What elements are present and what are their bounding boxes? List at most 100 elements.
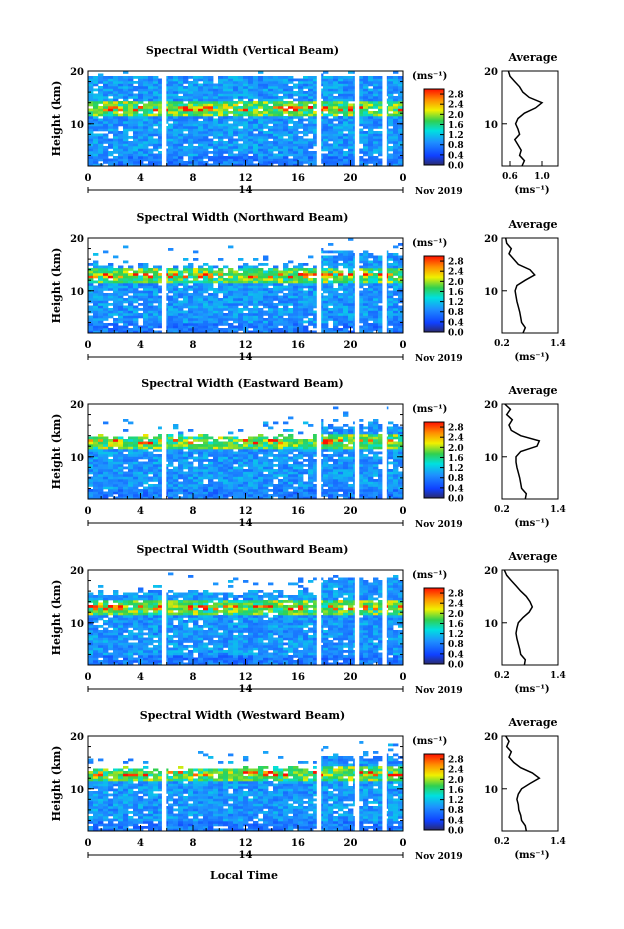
heatmap-cell — [258, 466, 264, 470]
heatmap-cell — [333, 303, 339, 306]
heatmap-cell — [343, 113, 349, 117]
heatmap-cell — [218, 310, 224, 314]
heatmap-cell — [333, 146, 339, 149]
heatmap-cell — [183, 113, 189, 117]
heatmap-cell — [243, 265, 249, 269]
heatmap-cell — [308, 88, 314, 92]
heatmap-cell — [128, 330, 134, 334]
heatmap-cell — [213, 298, 219, 301]
heatmap-cell — [168, 479, 174, 482]
heatmap-cell — [258, 141, 264, 144]
heatmap-cell — [298, 86, 304, 89]
heatmap-cell — [213, 113, 219, 117]
heatmap-cell — [378, 93, 384, 97]
heatmap-cell — [128, 113, 134, 117]
heatmap-cell — [333, 300, 339, 304]
heatmap-cell — [288, 486, 294, 490]
heatmap-cell — [173, 121, 179, 124]
heatmap-cell — [103, 268, 109, 271]
heatmap-cell — [348, 76, 354, 79]
heatmap-cell — [303, 148, 309, 152]
heatmap-cell — [368, 131, 374, 134]
heatmap-cell — [218, 280, 224, 284]
heatmap-cell — [253, 318, 259, 321]
heatmap-cell — [313, 325, 319, 329]
heatmap-cell — [203, 325, 209, 329]
heatmap-cell — [243, 486, 249, 490]
heatmap-cell — [373, 278, 379, 281]
heatmap-cell — [278, 91, 284, 94]
heatmap-cell — [128, 474, 134, 477]
heatmap-cell — [288, 86, 294, 89]
heatmap-cell — [188, 265, 194, 269]
heatmap-cell — [183, 320, 189, 324]
heatmap-cell — [283, 313, 289, 316]
heatmap-cell — [203, 96, 209, 99]
heatmap-cell — [338, 88, 344, 92]
heatmap-cell — [178, 103, 184, 107]
heatmap-cell — [93, 116, 99, 119]
heatmap-cell — [238, 303, 244, 306]
heatmap-cell — [153, 479, 159, 482]
heatmap-cell — [203, 91, 209, 94]
heatmap-cell — [253, 126, 259, 129]
heatmap-cell — [293, 496, 299, 500]
heatmap-cell — [193, 295, 199, 299]
heatmap-cell — [113, 113, 119, 117]
heatmap-cell — [393, 98, 399, 102]
heatmap-cell — [398, 315, 404, 319]
heatmap-cell — [238, 479, 244, 482]
heatmap-cell — [268, 146, 274, 149]
heatmap-cell — [263, 126, 269, 129]
heatmap-cell — [378, 161, 384, 164]
heatmap-cell — [98, 300, 104, 304]
heatmap-cell — [88, 81, 94, 84]
heatmap-cell — [183, 280, 189, 284]
heatmap-cell — [208, 138, 214, 142]
heatmap-cell — [333, 98, 339, 102]
heatmap-cell — [278, 136, 284, 139]
heatmap-cell — [258, 481, 264, 485]
heatmap-cell — [368, 123, 374, 127]
heatmap-cell — [278, 486, 284, 490]
heatmap-cell — [103, 323, 109, 326]
profile-line — [507, 70, 544, 167]
heatmap-cell — [268, 143, 274, 147]
heatmap-cell — [283, 123, 289, 127]
heatmap-cell — [188, 126, 194, 129]
heatmap-cell — [243, 471, 249, 475]
heatmap-cell — [153, 138, 159, 142]
heatmap-cell — [343, 96, 349, 99]
heatmap-cell — [328, 270, 334, 274]
heatmap-cell — [363, 263, 369, 266]
heatmap-cell — [333, 293, 339, 296]
heatmap-cell — [258, 116, 264, 119]
heatmap-cell — [398, 83, 404, 87]
heatmap-cell — [203, 83, 209, 87]
heatmap-cell — [273, 323, 279, 326]
heatmap-cell — [113, 76, 119, 79]
heatmap-cell — [273, 138, 279, 142]
heatmap-cell — [113, 138, 119, 142]
heatmap-cell — [143, 320, 149, 324]
heatmap-cell — [208, 143, 214, 147]
heatmap-cell — [233, 93, 239, 97]
heatmap-cell — [208, 325, 214, 329]
heatmap-cell — [133, 476, 139, 480]
heatmap-cell — [268, 328, 274, 331]
heatmap-cell — [293, 456, 299, 460]
heatmap-cell — [153, 295, 159, 299]
heatmap-cell — [273, 446, 279, 450]
heatmap-cell — [153, 265, 159, 269]
heatmap-cell — [228, 153, 234, 157]
heatmap-cell — [398, 123, 404, 127]
heatmap-cell — [288, 303, 294, 306]
heatmap-cell — [338, 118, 344, 122]
heatmap-cell — [188, 86, 194, 89]
heatmap-cell — [328, 76, 334, 79]
heatmap-cell — [308, 123, 314, 127]
heatmap-cell — [248, 268, 254, 271]
heatmap-cell — [138, 298, 144, 301]
heatmap-cell — [178, 278, 184, 281]
heatmap-cell — [203, 486, 209, 490]
